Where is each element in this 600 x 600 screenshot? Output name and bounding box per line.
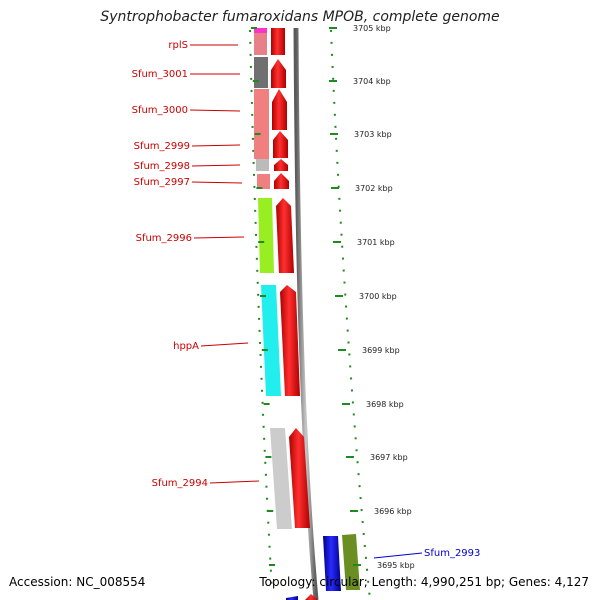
gene-label: Sfum_3001 <box>132 69 188 80</box>
scale-label: 3695 kbp <box>377 561 415 570</box>
cds-arrow-bottom-red <box>305 594 318 600</box>
cds-arrow-Sfum_3000 <box>272 89 287 130</box>
genome-title: Syntrophobacter fumaroxidans MPOB, compl… <box>100 9 500 25</box>
genome-summary-text: Topology: circular; Length: 4,990,251 bp… <box>259 575 589 589</box>
gene-leader-line <box>191 181 243 184</box>
cog-block-rplS-top <box>254 28 267 33</box>
gene-label: Sfum_2994 <box>152 478 208 489</box>
scale-label: 3702 kbp <box>355 184 393 193</box>
cds-arrow-Sfum_2994 <box>289 428 310 528</box>
cog-block-Sfum_2993 <box>342 534 360 590</box>
gene-label: hppA <box>173 341 199 352</box>
gene-leader-line <box>209 480 260 484</box>
gene-label: Sfum_2997 <box>134 177 190 188</box>
cog-block-Sfum_3000 <box>254 89 269 159</box>
cog-blocks <box>254 28 360 590</box>
cog-block-Sfum_3001 <box>254 57 268 88</box>
gene-label: rplS <box>168 40 188 51</box>
cog-block-Sfum_2998 <box>256 159 269 171</box>
scale-ticks <box>251 27 361 566</box>
cog-block-Sfum_2994 <box>270 428 292 529</box>
gene-leader-line <box>193 236 245 239</box>
cds-arrow-bottom-blue <box>286 596 298 600</box>
scale-label: 3696 kbp <box>374 507 412 516</box>
gene-leader-line <box>191 164 241 167</box>
cog-block-Sfum_2996 <box>258 198 274 273</box>
gene-labels: rplS Sfum_3001 Sfum_3000 Sfum_2999 Sfum_2998… <box>132 40 481 559</box>
scale-label: 3699 kbp <box>362 346 400 355</box>
scale-label: 3697 kbp <box>370 453 408 462</box>
cds-arrow-Sfum_2993 <box>323 536 341 591</box>
gene-label: Sfum_3000 <box>132 105 188 116</box>
inner-dotted-arc <box>249 29 273 591</box>
gene-label: Sfum_2996 <box>136 233 192 244</box>
scale-label: 3703 kbp <box>354 130 392 139</box>
cds-arrows <box>271 28 341 600</box>
gene-leader-line <box>200 342 249 347</box>
genome-backbone <box>293 27 319 600</box>
gene-leader-line <box>191 144 241 147</box>
scale-label: 3701 kbp <box>357 238 395 247</box>
gene-label: Sfum_2999 <box>134 141 190 152</box>
cds-arrow-Sfum_3001 <box>271 59 286 88</box>
gene-leader-line <box>373 552 423 559</box>
cds-arrow-hppA <box>280 285 300 396</box>
scale-label: 3698 kbp <box>366 400 404 409</box>
cds-arrow-Sfum_2998 <box>274 159 288 171</box>
cds-arrow-Sfum_2997 <box>274 173 289 189</box>
cds-arrow-Sfum_2999 <box>273 131 288 158</box>
gene-leader-line <box>189 109 241 112</box>
scale-labels: 3705 kbp 3704 kbp 3703 kbp 3702 kbp 3701 kbp… <box>353 24 415 570</box>
cds-arrow-rplS <box>271 28 285 55</box>
cog-block-hppA <box>261 285 281 396</box>
cog-block-Sfum_2997 <box>257 174 270 189</box>
gene-label: Sfum_2998 <box>134 161 190 172</box>
scale-label: 3704 kbp <box>353 77 391 86</box>
cds-arrow-Sfum_2996 <box>276 198 294 273</box>
gene-label: Sfum_2993 <box>424 548 480 559</box>
accession-text: Accession: NC_008554 <box>9 575 146 589</box>
cog-block-rplS <box>254 28 267 55</box>
outer-dotted-arc <box>330 29 371 600</box>
scale-label: 3705 kbp <box>353 24 391 33</box>
scale-label: 3700 kbp <box>359 292 397 301</box>
